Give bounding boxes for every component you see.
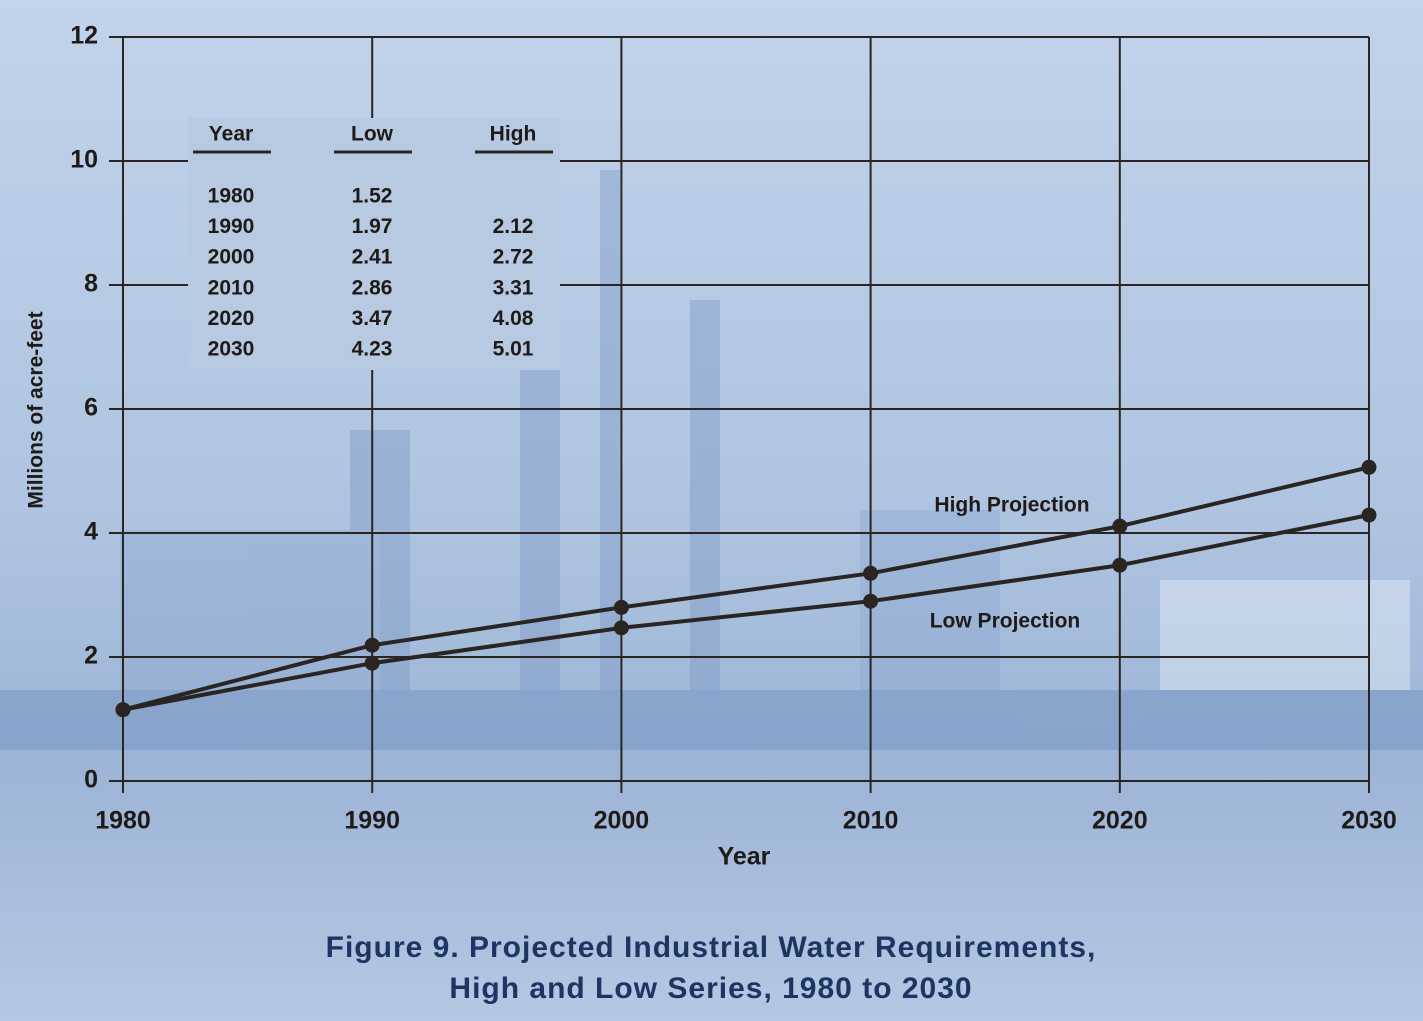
table-cell: 2.72: [493, 246, 534, 269]
caption-line: Figure 9. Projected Industrial Water Req…: [326, 931, 1097, 964]
series-line: [122, 513, 1370, 712]
table-cell: 2.86: [352, 276, 393, 299]
data-point: [1361, 459, 1377, 475]
table-cell: 1.97: [352, 215, 393, 238]
table-cell: 2020: [208, 307, 255, 330]
table-backdrop: [188, 118, 560, 370]
series-line: [122, 465, 1370, 712]
x-axis-label: Year: [718, 843, 771, 871]
y-tick-label: 10: [70, 146, 98, 174]
table-cell: 5.01: [493, 338, 534, 361]
series-label: Low Projection: [930, 610, 1081, 633]
x-tick-label: 1990: [344, 807, 400, 835]
table-cell: 2.12: [493, 215, 534, 238]
x-tick-label: 2000: [594, 807, 650, 835]
data-point: [863, 565, 879, 581]
table-cell: 3.47: [352, 307, 393, 330]
x-tick-label: 2020: [1092, 807, 1148, 835]
table-header: High: [490, 123, 537, 146]
data-point: [863, 593, 879, 609]
y-tick-label: 2: [84, 642, 98, 670]
data-point: [115, 702, 131, 718]
data-point: [1112, 518, 1128, 534]
y-tick-label: 8: [84, 270, 98, 298]
data-point: [364, 637, 380, 653]
series-label: High Projection: [934, 494, 1089, 517]
x-tick-label: 2030: [1341, 807, 1397, 835]
y-tick-label: 12: [70, 22, 98, 50]
table-cell: 1980: [208, 185, 255, 208]
table-cell: 2030: [208, 338, 255, 361]
table-header: Year: [209, 123, 253, 146]
table-cell: 2010: [208, 276, 255, 299]
x-tick-label: 2010: [843, 807, 899, 835]
table-cell: 4.23: [352, 338, 393, 361]
caption-line: High and Low Series, 1980 to 2030: [449, 972, 972, 1005]
table-cell: 1990: [208, 215, 255, 238]
data-point: [613, 599, 629, 615]
table-cell: 2000: [208, 246, 255, 269]
y-tick-label: 6: [84, 394, 98, 422]
data-point: [613, 620, 629, 636]
data-point: [1361, 507, 1377, 523]
y-axis-label: Millions of acre-feet: [25, 311, 48, 508]
table-header: Low: [351, 123, 394, 146]
data-point: [1112, 557, 1128, 573]
table-cell: 1.52: [352, 185, 393, 208]
table-cell: 3.31: [493, 276, 534, 299]
data-point: [364, 655, 380, 671]
y-tick-label: 4: [84, 518, 98, 546]
table-cell: 2.41: [352, 246, 393, 269]
y-tick-label: 0: [84, 766, 98, 794]
x-tick-label: 1980: [95, 807, 151, 835]
table-cell: 4.08: [493, 307, 534, 330]
